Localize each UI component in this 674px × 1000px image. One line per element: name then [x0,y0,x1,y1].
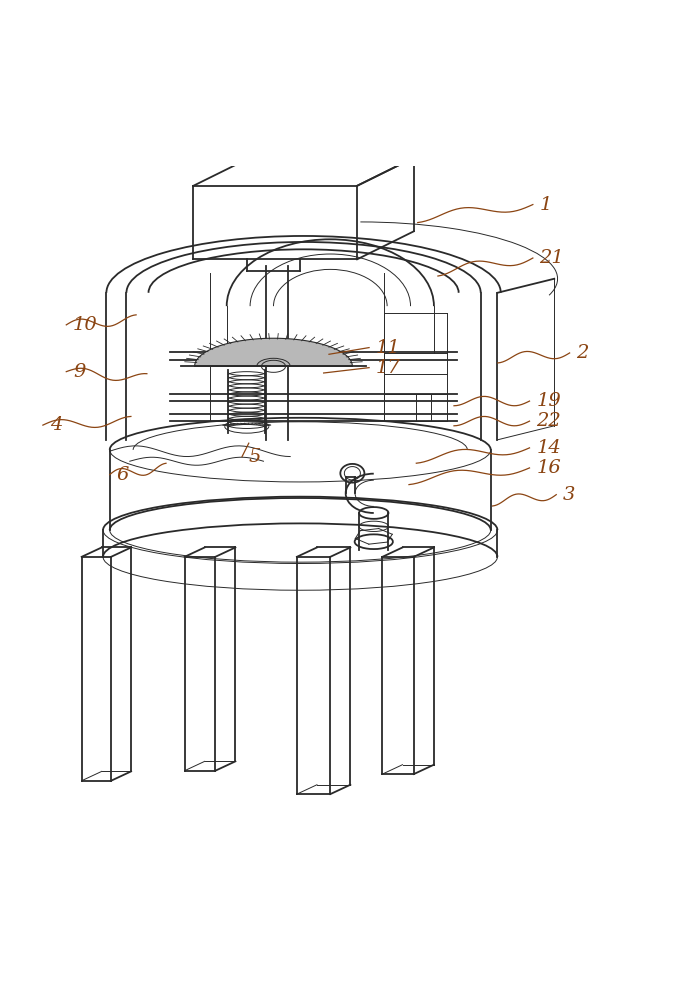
Text: 17: 17 [376,359,400,377]
Text: 10: 10 [73,316,98,334]
Polygon shape [195,338,353,366]
Text: 1: 1 [540,196,552,214]
Text: 4: 4 [50,416,62,434]
Text: 9: 9 [73,363,86,381]
Text: 21: 21 [540,249,564,267]
Text: 22: 22 [537,412,561,430]
Text: 11: 11 [376,339,400,357]
Text: 5: 5 [249,448,261,466]
Text: 6: 6 [117,466,129,484]
Text: 14: 14 [537,439,561,457]
Text: 3: 3 [563,486,576,504]
Text: 16: 16 [537,459,561,477]
Text: 2: 2 [576,344,588,362]
Text: 19: 19 [537,392,561,410]
